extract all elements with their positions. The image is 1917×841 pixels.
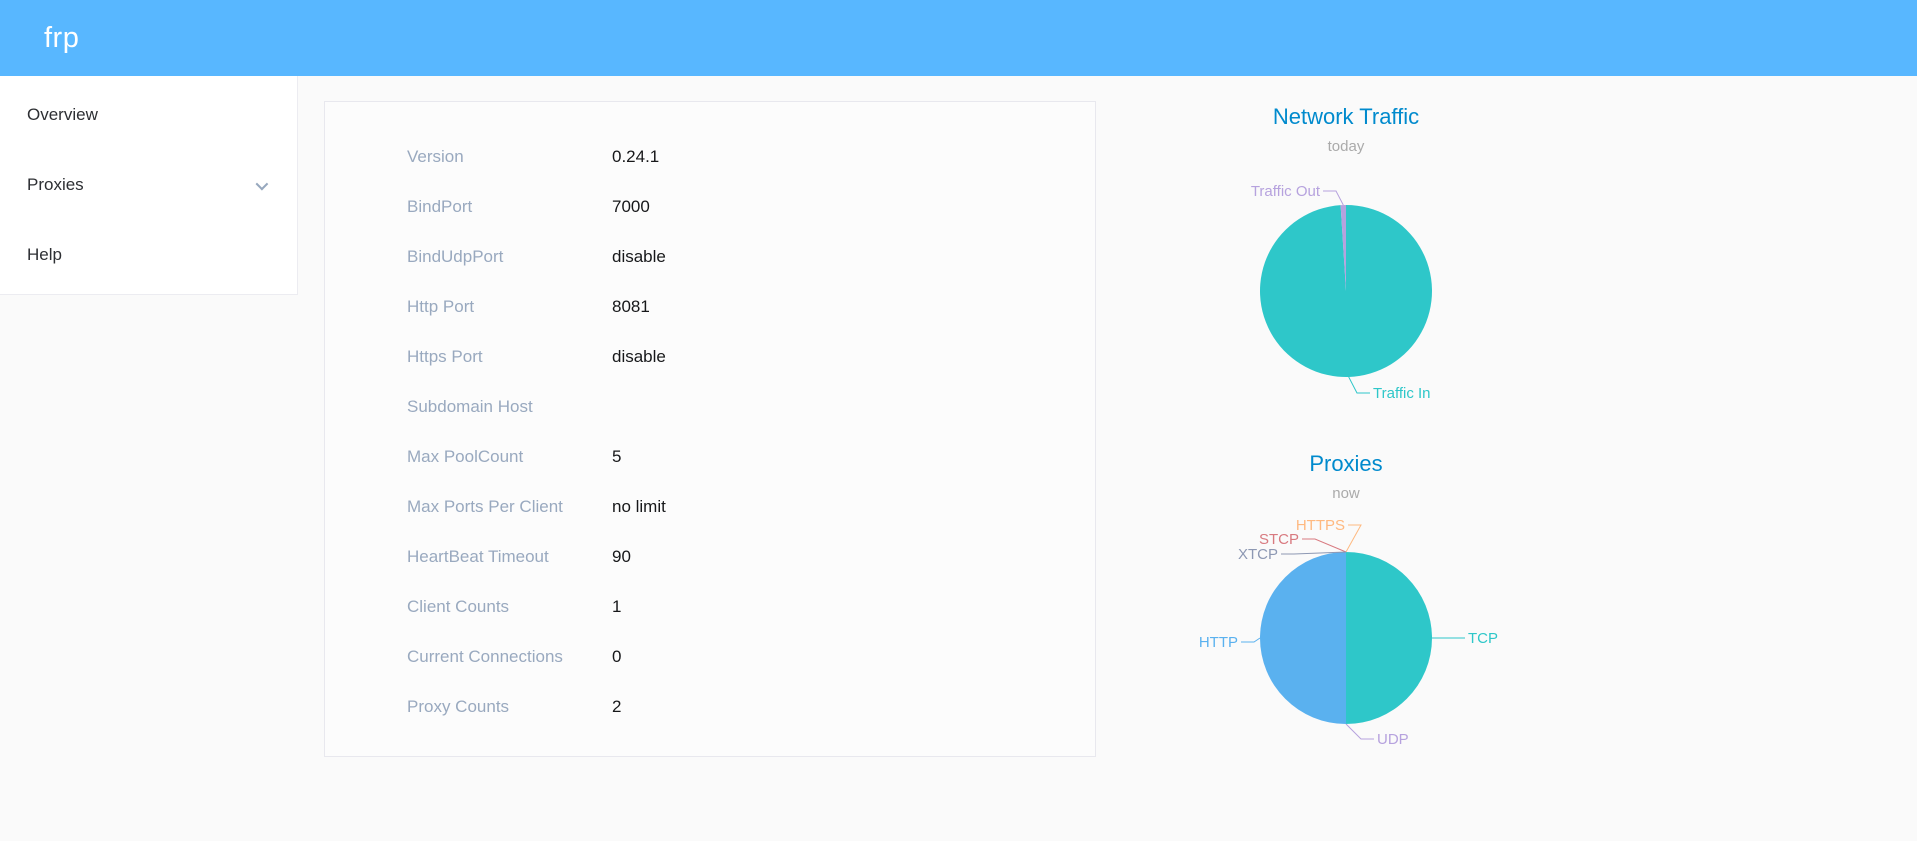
overview-panel: Version 0.24.1 BindPort 7000 BindUdpPort… xyxy=(324,101,1096,757)
info-row-https-port: Https Port disable xyxy=(407,332,1095,382)
info-value: 8081 xyxy=(612,297,650,316)
app-header: frp xyxy=(0,0,1917,76)
chart-title: Network Traffic xyxy=(1272,104,1420,129)
pie-label-line-http xyxy=(1241,637,1261,643)
info-row-heartbeat-timeout: HeartBeat Timeout 90 xyxy=(407,532,1095,582)
pie-slice-traffic-out[interactable] xyxy=(1340,205,1346,291)
info-row-max-ports-per-client: Max Ports Per Client no limit xyxy=(407,482,1095,532)
brand-logo[interactable]: frp xyxy=(44,21,80,54)
pie-label-line-udp xyxy=(1345,723,1374,740)
pie-label-udp: UDP xyxy=(1377,731,1409,748)
pie-label-line-xtcp xyxy=(1281,551,1347,555)
proxies-chart: Proxies now TCP UDP HTTP HTTPS STCP XTCP xyxy=(1096,451,1596,788)
info-label: Subdomain Host xyxy=(407,397,533,416)
info-row-bindudpport: BindUdpPort disable xyxy=(407,232,1095,282)
pie-label-line-stcp xyxy=(1302,538,1347,553)
pie-label-line-traffic-in xyxy=(1348,376,1370,394)
info-row-client-counts: Client Counts 1 xyxy=(407,582,1095,632)
info-label: Proxy Counts xyxy=(407,697,510,716)
info-row-bindport: BindPort 7000 xyxy=(407,182,1095,232)
info-value: no limit xyxy=(612,497,666,516)
info-label: Max Ports Per Client xyxy=(407,497,563,516)
network-traffic-pie[interactable]: Traffic In Traffic Out xyxy=(1096,161,1596,433)
pie-label-traffic-in: Traffic In xyxy=(1373,385,1431,402)
info-label: Version xyxy=(407,147,464,166)
chart-title: Proxies xyxy=(1309,451,1383,476)
info-value: 90 xyxy=(612,547,631,566)
sidebar-item-label: Overview xyxy=(27,105,98,124)
sidebar-item-overview[interactable]: Overview xyxy=(0,80,297,150)
charts-column: Network Traffic today Traffic In Traffic … xyxy=(1096,76,1596,788)
info-value: disable xyxy=(612,347,666,366)
info-value: 7000 xyxy=(612,197,650,216)
info-label: Max PoolCount xyxy=(407,447,524,466)
pie-label-xtcp: XTCP xyxy=(1238,546,1278,563)
info-label: Client Counts xyxy=(407,597,510,616)
sidebar-item-help[interactable]: Help xyxy=(0,220,297,290)
info-label: Https Port xyxy=(407,347,483,366)
info-row-proxy-counts: Proxy Counts 2 xyxy=(407,682,1095,732)
info-label: Current Connections xyxy=(407,647,563,666)
sidebar-item-label: Help xyxy=(27,245,62,264)
info-value: 0.24.1 xyxy=(612,147,660,166)
info-row-http-port: Http Port 8081 xyxy=(407,282,1095,332)
info-value: disable xyxy=(612,247,666,266)
pie-slice-tcp[interactable] xyxy=(1346,552,1432,724)
info-label: BindUdpPort xyxy=(407,247,504,266)
info-value: 1 xyxy=(612,597,622,616)
pie-label-stcp: STCP xyxy=(1259,531,1299,548)
pie-label-tcp: TCP xyxy=(1468,630,1498,647)
info-label: BindPort xyxy=(407,197,473,216)
pie-slice-http[interactable] xyxy=(1260,552,1346,724)
sidebar: Overview Proxies Help xyxy=(0,76,298,295)
info-value: 0 xyxy=(612,647,622,666)
chart-subtitle: today xyxy=(1327,138,1365,155)
chart-subtitle: now xyxy=(1332,485,1360,502)
info-row-max-poolcount: Max PoolCount 5 xyxy=(407,432,1095,482)
chevron-down-icon xyxy=(255,177,269,190)
info-row-version: Version 0.24.1 xyxy=(407,132,1095,182)
info-row-current-connections: Current Connections 0 xyxy=(407,632,1095,682)
sidebar-item-proxies[interactable]: Proxies xyxy=(0,150,297,220)
pie-label-line-https xyxy=(1345,524,1362,553)
info-row-subdomain-host: Subdomain Host xyxy=(407,382,1095,432)
pie-label-line-traffic-out xyxy=(1323,190,1344,206)
pie-label-traffic-out: Traffic Out xyxy=(1251,183,1321,200)
page-layout: Overview Proxies Help Version 0.24.1 Bin… xyxy=(0,76,1917,788)
info-value: 2 xyxy=(612,697,622,716)
network-traffic-chart: Network Traffic today Traffic In Traffic … xyxy=(1096,104,1596,433)
sidebar-item-label: Proxies xyxy=(27,175,84,194)
pie-label-http: HTTP xyxy=(1199,634,1238,651)
pie-label-https: HTTPS xyxy=(1296,517,1345,534)
info-value: 5 xyxy=(612,447,622,466)
info-label: Http Port xyxy=(407,297,475,316)
info-label: HeartBeat Timeout xyxy=(407,547,549,566)
